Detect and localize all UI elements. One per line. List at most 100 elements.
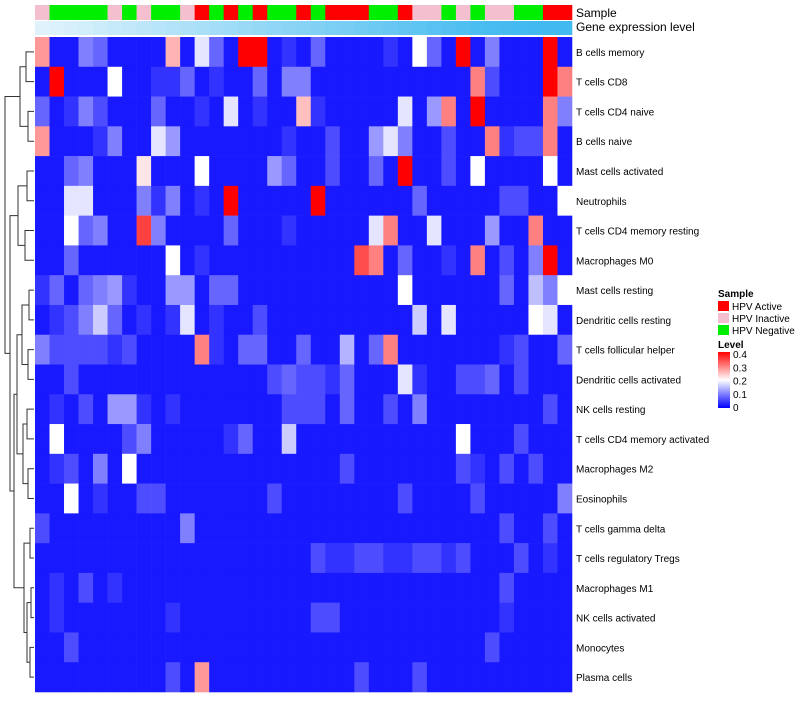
heatmap-cell <box>310 96 326 127</box>
heatmap-cell <box>64 156 79 187</box>
heatmap-cell <box>354 364 370 395</box>
heatmap-cell <box>267 572 283 603</box>
heatmap-cell <box>557 66 573 97</box>
heatmap-cell <box>281 96 297 127</box>
heatmap-cell <box>513 37 529 68</box>
heatmap-cell <box>180 602 195 633</box>
heatmap-cell <box>209 334 224 365</box>
heatmap-cell <box>368 304 384 336</box>
sample-cell <box>310 5 326 20</box>
heatmap-cell <box>383 96 399 127</box>
heatmap-cell <box>499 96 515 127</box>
heatmap-cell <box>151 37 166 68</box>
heatmap-cell <box>499 126 515 157</box>
heatmap-cell <box>107 602 123 633</box>
row-label: T cells gamma delta <box>576 524 666 535</box>
heatmap-cell <box>180 304 195 336</box>
heatmap-cell <box>484 96 500 127</box>
sample-cell <box>484 5 500 20</box>
heatmap-cell <box>267 394 283 425</box>
heatmap-cell <box>528 453 544 484</box>
heatmap-cell <box>383 126 399 157</box>
heatmap-cell <box>93 424 108 455</box>
heatmap-cell <box>368 483 384 514</box>
heatmap-cell <box>310 662 326 693</box>
row-dendrogram <box>4 51 34 678</box>
heatmap-cell <box>368 37 384 68</box>
heatmap-cell <box>455 96 471 127</box>
heatmap-cell <box>252 483 268 514</box>
heatmap-cell <box>426 215 442 246</box>
heatmap-cell <box>136 572 152 603</box>
heatmap-cell <box>513 602 529 633</box>
heatmap-cell <box>194 602 210 633</box>
gene-expression-cell <box>238 21 254 35</box>
sample-cell <box>325 5 341 20</box>
heatmap-cell <box>49 96 65 127</box>
heatmap-cell <box>35 304 50 336</box>
heatmap-cell <box>49 453 65 484</box>
heatmap-cell <box>455 126 471 157</box>
heatmap-cell <box>267 602 283 633</box>
heatmap-cell <box>383 453 399 484</box>
sample-cell <box>252 5 268 20</box>
heatmap-cell <box>528 37 544 68</box>
heatmap-cell <box>470 185 486 216</box>
heatmap-cell <box>252 424 268 455</box>
heatmap-cell <box>339 513 355 544</box>
heatmap-cell <box>165 334 181 365</box>
heatmap-cell <box>93 513 108 544</box>
heatmap-cell <box>194 245 210 276</box>
heatmap-cell <box>557 572 573 603</box>
sample-legend-swatch <box>718 325 729 335</box>
heatmap-cell <box>325 424 341 455</box>
heatmap-cell <box>165 245 181 276</box>
heatmap-cell <box>64 662 79 693</box>
heatmap-cell <box>383 37 399 68</box>
dendrogram-branch <box>25 51 34 83</box>
heatmap-cell <box>412 37 428 68</box>
heatmap-cell <box>499 424 515 455</box>
heatmap-cell <box>368 513 384 544</box>
heatmap-cell <box>354 424 370 455</box>
heatmap-cell <box>426 245 442 276</box>
heatmap-cell <box>151 156 166 187</box>
heatmap-cell <box>136 156 152 187</box>
level-tick-label: 0.2 <box>733 377 747 388</box>
heatmap-cell <box>35 543 50 574</box>
heatmap-cell <box>542 275 558 306</box>
gene-expression-cell <box>528 21 544 35</box>
heatmap-cell <box>499 364 515 395</box>
heatmap-cell <box>136 37 152 68</box>
heatmap-cell <box>557 364 573 395</box>
heatmap-cell <box>513 185 529 216</box>
heatmap-cell <box>238 126 254 157</box>
heatmap-cell <box>325 156 341 187</box>
heatmap-cell <box>281 245 297 276</box>
heatmap-cell <box>267 662 283 693</box>
heatmap-cell <box>107 275 123 306</box>
heatmap-cell <box>325 96 341 127</box>
heatmap-cell <box>455 66 471 97</box>
gene-expression-cell <box>296 21 312 35</box>
heatmap-cell <box>78 156 94 187</box>
heatmap-cell <box>426 334 442 365</box>
heatmap-cell <box>325 37 341 68</box>
row-label: Mast cells activated <box>576 167 663 178</box>
heatmap-cell <box>542 96 558 127</box>
heatmap-cell <box>122 126 137 157</box>
heatmap-cell <box>209 126 224 157</box>
gene-expression-cell <box>339 21 355 35</box>
heatmap-cell <box>397 66 413 97</box>
heatmap-cell <box>557 245 573 276</box>
heatmap-cell <box>557 156 573 187</box>
heatmap-cell <box>484 304 500 336</box>
heatmap-cell <box>49 632 65 663</box>
heatmap-cell <box>49 424 65 455</box>
sample-cell <box>470 5 486 20</box>
heatmap-cell <box>441 245 457 276</box>
heatmap-cell <box>49 215 65 246</box>
heatmap-cell <box>194 394 210 425</box>
heatmap-cell <box>339 394 355 425</box>
heatmap-cell <box>180 245 195 276</box>
